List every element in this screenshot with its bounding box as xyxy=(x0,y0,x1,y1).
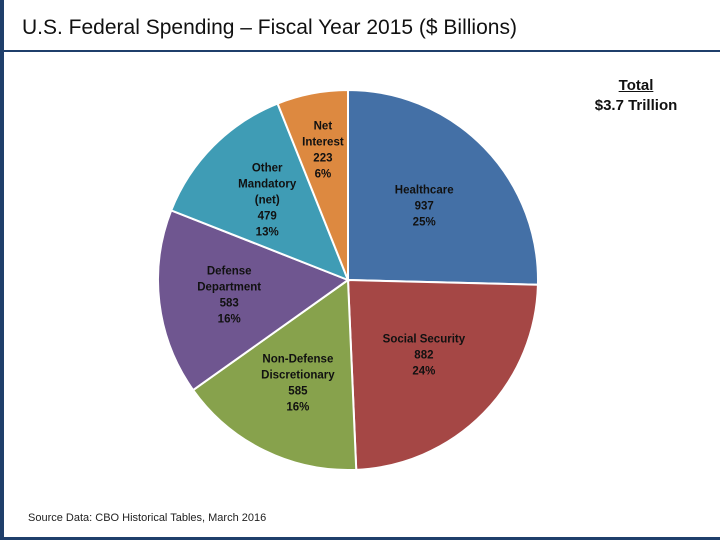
pie-label-non-defense-discretionary: Non-Defense Discretionary 585 16% xyxy=(261,353,335,413)
pie-slice-net-interest xyxy=(276,88,349,281)
pie-label-social-security: Social Security 882 24% xyxy=(383,334,466,378)
left-frame-border xyxy=(0,0,4,540)
pie-label-healthcare: Healthcare 937 25% xyxy=(395,185,454,229)
pie-label-net-interest: Net Interest 223 6% xyxy=(302,120,344,180)
source-note: Source Data: CBO Historical Tables, Marc… xyxy=(28,512,267,524)
total-value: $3.7 Trillion xyxy=(594,97,678,114)
pie-label-defense-department: Defense Department 583 16% xyxy=(197,266,261,326)
pie-slice-social-security xyxy=(346,278,539,471)
pie-slice-defense-department xyxy=(157,209,351,392)
pie-slice-non-defense-discretionary xyxy=(191,278,358,471)
pie-slice-healthcare xyxy=(347,88,539,286)
bottom-divider xyxy=(4,537,720,540)
total-box: Total $3.7 Trillion xyxy=(576,76,696,116)
title-divider xyxy=(4,50,720,52)
pie-label-other-mandatory-net: Other Mandatory (net) 479 13% xyxy=(238,163,297,239)
chart-title: U.S. Federal Spending – Fiscal Year 2015… xyxy=(22,16,517,39)
pie-slice-other-mandatory-net xyxy=(169,102,350,282)
total-label: Total xyxy=(618,77,654,94)
